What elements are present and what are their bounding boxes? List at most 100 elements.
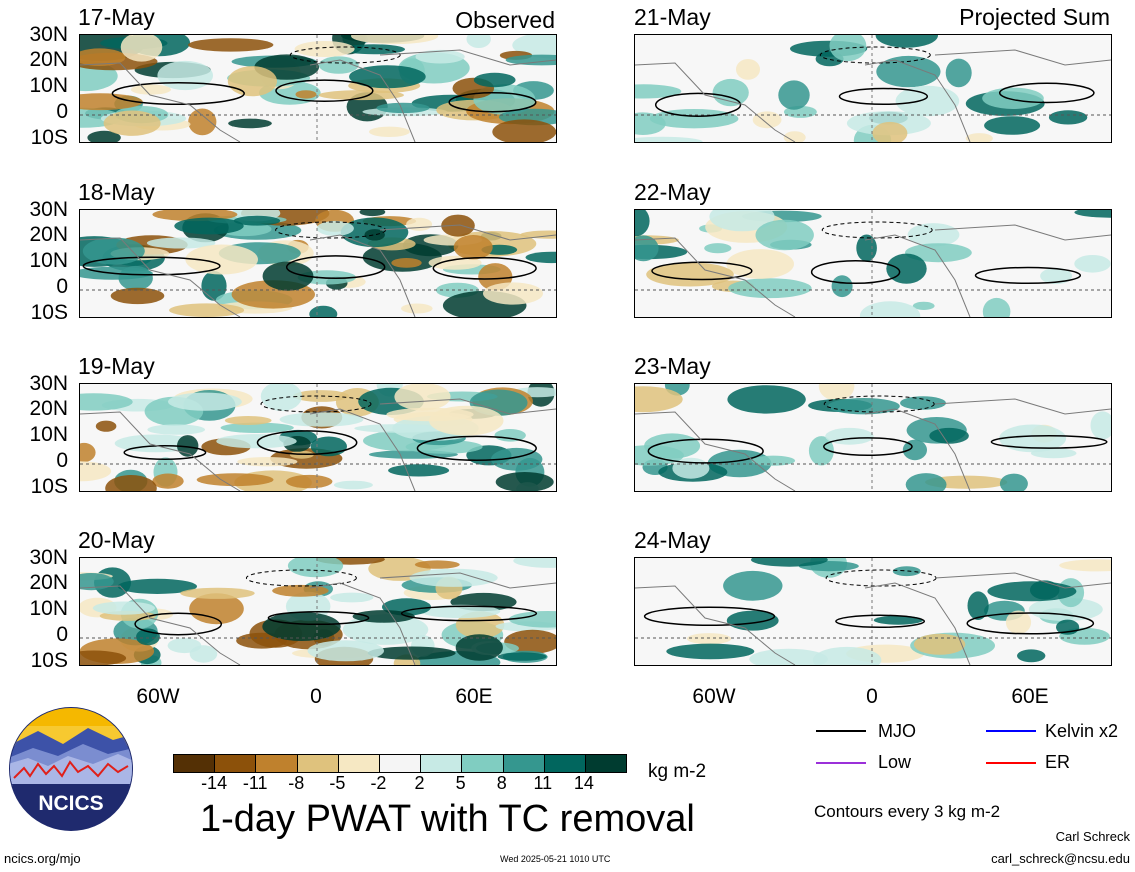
lon-label-60e-left: 60E [455, 685, 493, 708]
author-email[interactable]: carl_schreck@ncsu.edu [991, 851, 1130, 866]
lon-label-0-right: 0 [866, 685, 878, 708]
pwat-anomaly-blob [497, 652, 547, 661]
pwat-anomaly-blob [945, 58, 972, 88]
colorbar-tick-label: -5 [329, 773, 346, 793]
colorbar-swatch [462, 755, 504, 772]
pwat-anomaly-blob [351, 35, 439, 45]
pwat-anomaly-blob [146, 237, 216, 249]
pwat-anomaly-blob [95, 420, 117, 432]
pwat-anomaly-blob [1074, 210, 1111, 218]
pwat-anomaly-blob [466, 35, 491, 48]
legend-er-label: ER [1045, 752, 1071, 772]
pwat-anomaly-blob [749, 648, 828, 665]
mjo-contour [432, 256, 537, 280]
pwat-anomaly-blob [520, 230, 556, 239]
pwat-anomaly-blob [216, 434, 297, 449]
timestamp: Wed 2025-05-21 1010 UTC [500, 854, 611, 864]
ncics-logo-text: NCICS [38, 792, 103, 815]
lat-label: 0 [56, 275, 68, 298]
pwat-field [635, 210, 1111, 317]
colorbar-swatch [503, 755, 545, 772]
legend-er-line [986, 762, 1036, 764]
pwat-anomaly-blob [401, 303, 433, 314]
pwat-field [635, 558, 1111, 665]
pwat-anomaly-blob [117, 578, 197, 594]
pwat-anomaly-blob [233, 215, 281, 226]
pwat-anomaly-blob [333, 480, 373, 490]
pwat-anomaly-blob [736, 59, 760, 80]
lat-label: 30N [29, 372, 68, 395]
legend-mjo-label: MJO [878, 721, 916, 741]
mjo-contour [275, 79, 374, 103]
pwat-anomaly-blob [900, 396, 946, 410]
pwat-anomaly-blob [295, 90, 317, 99]
pwat-anomaly-blob [726, 610, 779, 631]
panel-date-21may: 21-May [634, 4, 711, 30]
colorbar-swatch [256, 755, 298, 772]
pwat-anomaly-blob [525, 251, 556, 264]
panel-date-24may: 24-May [634, 527, 711, 553]
pwat-anomaly-blob [1028, 597, 1103, 622]
pwat-anomaly-blob [825, 427, 874, 445]
pwat-anomaly-blob [902, 439, 927, 461]
colorbar-tick-label: -14 [201, 773, 228, 793]
pwat-anomaly-blob [751, 558, 828, 567]
pwat-anomaly-blob [406, 217, 433, 231]
map-panel-20may [79, 557, 557, 666]
pwat-anomaly-blob [147, 424, 205, 435]
pwat-field [635, 384, 1111, 491]
pwat-field [80, 210, 556, 317]
colorbar-tick-label: 8 [496, 773, 507, 793]
pwat-anomaly-blob [87, 130, 121, 142]
ncics-logo: NCICS [8, 706, 134, 832]
mjo-contour [134, 612, 223, 636]
pwat-anomaly-blob [1090, 411, 1111, 440]
coastline [80, 572, 556, 665]
colorbar-tick-label: 5 [455, 773, 466, 793]
pwat-anomaly-blob [905, 473, 947, 491]
lat-label: 30N [29, 546, 68, 569]
lat-label: 10N [29, 597, 68, 620]
colorbar-swatch [585, 755, 627, 772]
colorbar-unit: kg m-2 [648, 761, 707, 782]
coastline [635, 398, 1111, 491]
pwat-anomaly-blob [185, 244, 258, 275]
pwat-anomaly-blob [455, 634, 503, 661]
mjo-contour [835, 614, 926, 629]
pwat-anomaly-blob [80, 650, 127, 665]
pwat-anomaly-blob [913, 633, 966, 655]
pwat-anomaly-blob [286, 474, 333, 489]
colorbar-swatch [421, 755, 463, 772]
legend-kelvin-label: Kelvin x2 [1045, 721, 1119, 741]
pwat-anomaly-blob [349, 65, 426, 89]
pwat-anomaly-blob [873, 615, 923, 625]
mjo-contour [256, 430, 358, 456]
pwat-anomaly-blob [709, 210, 775, 232]
pwat-anomaly-blob [886, 253, 927, 284]
colorbar-tick-label: 14 [573, 773, 594, 793]
pwat-anomaly-blob [818, 384, 855, 401]
pwat-anomaly-blob [167, 638, 202, 654]
site-link[interactable]: ncics.org/mjo [4, 851, 81, 866]
pwat-anomaly-blob [508, 611, 556, 628]
lat-label: 10S [30, 649, 68, 672]
pwat-anomaly-blob [492, 119, 556, 142]
pwat-anomaly-blob [859, 301, 921, 317]
coastline [635, 572, 1111, 665]
mjo-contour [654, 92, 742, 117]
pwat-anomaly-blob [967, 591, 989, 620]
pwat-anomaly-blob [473, 72, 516, 88]
pwat-anomaly-blob [635, 112, 666, 135]
pwat-anomaly-blob [318, 90, 404, 101]
mjo-contour [974, 266, 1082, 285]
pwat-anomaly-blob [428, 255, 482, 270]
pwat-anomaly-blob [228, 118, 272, 129]
coastline [80, 49, 556, 142]
panel-date-23may: 23-May [634, 353, 711, 379]
pwat-anomaly-blob [189, 593, 244, 625]
mjo-negative-contour [260, 395, 372, 413]
pwat-anomaly-blob [929, 427, 969, 444]
pwat-anomaly-blob [262, 261, 314, 291]
panel-date-19may: 19-May [78, 353, 155, 379]
pwat-anomaly-blob [294, 41, 355, 57]
